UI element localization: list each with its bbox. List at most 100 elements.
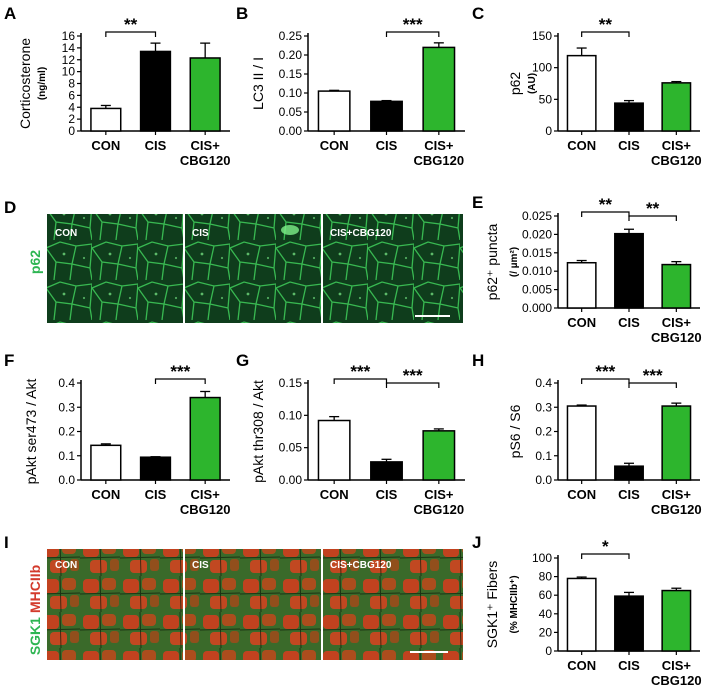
category-label: CON xyxy=(320,487,349,502)
significance-bracket xyxy=(385,382,440,388)
bar xyxy=(317,90,351,132)
y-tick-label: 0.25 xyxy=(279,29,303,43)
y-tick-label: 0 xyxy=(545,644,552,658)
significance-bracket xyxy=(385,31,440,37)
category-label-line: CON xyxy=(567,487,596,502)
y-tick-label: 0.05 xyxy=(279,441,303,455)
category-label-line: CIS xyxy=(376,487,398,502)
category-label: CIS xyxy=(618,487,640,502)
micrograph-i-label-cis: CIS xyxy=(192,560,209,571)
category-label: CON xyxy=(567,138,596,153)
panel-label-f: F xyxy=(4,351,14,370)
y-tick-label: 0.3 xyxy=(535,400,552,414)
y-tick-label: 0 xyxy=(68,124,75,138)
y-tick-label: 0.0 xyxy=(58,473,75,487)
category-label-line: CON xyxy=(567,315,596,330)
panel-label-i: I xyxy=(4,533,9,552)
category-label-line: CIS xyxy=(618,315,640,330)
significance-bracket xyxy=(581,31,630,37)
micrograph-d-label-con: CON xyxy=(55,228,77,239)
category-label: CON xyxy=(567,487,596,502)
y-tick-label: 12 xyxy=(62,53,76,67)
category-label-line: CBG120 xyxy=(180,153,231,168)
y-tick-label: 0.15 xyxy=(279,376,303,390)
significance-bracket xyxy=(581,211,630,217)
bar xyxy=(566,405,597,481)
y-axis-label: LC3 II / I xyxy=(250,57,266,110)
category-label-line: CIS+ xyxy=(191,487,221,502)
panel-label-g: G xyxy=(236,351,249,370)
significance-label: ** xyxy=(646,199,660,218)
y-axis-label: pS6 / S6 xyxy=(507,404,523,458)
significance-bracket xyxy=(333,378,388,384)
category-label-line: CIS xyxy=(145,487,167,502)
category-label-line: CBG120 xyxy=(651,153,702,168)
y-tick-label: 0 xyxy=(545,124,552,138)
bar xyxy=(566,261,597,309)
significance-label: ** xyxy=(599,15,613,34)
panel-label-a: A xyxy=(4,4,16,23)
y-tick-label: 0.1 xyxy=(58,449,75,463)
micrograph-d-label-cis: CIS xyxy=(192,228,209,239)
category-label: CIS xyxy=(145,138,167,153)
category-label: CIS+ CBG120 xyxy=(414,138,465,168)
y-tick-label: 0.00 xyxy=(279,473,303,487)
bar xyxy=(661,82,692,132)
y-tick-label: 16 xyxy=(62,29,76,43)
y-axis-label: Corticosterone xyxy=(17,38,33,129)
y-tick-label: 0.3 xyxy=(58,400,75,414)
category-label: CIS xyxy=(376,487,398,502)
category-label: CIS+ CBG120 xyxy=(651,487,702,517)
significance-label: ** xyxy=(599,195,613,214)
bar xyxy=(317,419,351,481)
category-label-line: CON xyxy=(320,138,349,153)
micrograph-d-cis xyxy=(185,214,321,323)
y-tick-label: 6 xyxy=(68,88,75,102)
category-label-line: CIS+ xyxy=(662,315,692,330)
category-label: CON xyxy=(320,138,349,153)
category-label-line: CIS xyxy=(145,138,167,153)
y-tick-label: 0.10 xyxy=(279,86,303,100)
stain-label-i: SGK1 MHCIIb xyxy=(27,565,43,655)
category-label-line: CIS+ xyxy=(662,658,692,673)
y-tick-label: 0.2 xyxy=(535,425,552,439)
stain-label-p62: p62 xyxy=(27,250,43,274)
category-label: CIS xyxy=(618,315,640,330)
micrograph-i-cbg xyxy=(323,549,463,660)
y-tick-label: 0.4 xyxy=(535,376,552,390)
y-tick-label: 0.2 xyxy=(58,425,75,439)
bar xyxy=(370,461,403,481)
significance-label: *** xyxy=(170,362,190,381)
category-label: CIS xyxy=(376,138,398,153)
bar xyxy=(614,102,644,132)
chart-h: 0.0 0.1 0.2 0.3 0.4 pS6 / S6 CON CIS CIS+ CBG120 *… xyxy=(507,362,702,517)
y-tick-label: 10 xyxy=(62,65,76,79)
chart-f: 0.0 0.1 0.2 0.3 0.4 pAkt ser473 / Akt CON CIS CI… xyxy=(23,362,230,517)
category-label: CIS+ CBG120 xyxy=(651,138,702,168)
significance-label: *** xyxy=(643,366,663,385)
category-label-line: CON xyxy=(320,487,349,502)
category-label: CIS+ CBG120 xyxy=(651,315,702,345)
panel-label-h: H xyxy=(472,351,484,370)
y-axis-label: pAkt ser473 / Akt xyxy=(23,378,39,484)
y-tick-label: 2 xyxy=(68,112,75,126)
chart-j: 0 20 40 60 80 100 SGK1⁺ Fibers (% MHCIIb⁺) CON CI… xyxy=(484,537,702,688)
y-tick-label: 0.10 xyxy=(279,408,303,422)
y-axis-unit: (% MHCIIb⁺) xyxy=(509,575,520,633)
category-label-line: CBG120 xyxy=(651,502,702,517)
y-tick-label: 0.020 xyxy=(522,227,552,241)
bar xyxy=(661,263,692,309)
category-label-line: CIS xyxy=(618,487,640,502)
significance-label: ** xyxy=(124,15,138,34)
category-label-line: CIS+ xyxy=(424,138,454,153)
category-label-line: CBG120 xyxy=(414,153,465,168)
bar xyxy=(139,456,172,481)
category-label: CON xyxy=(91,487,120,502)
bar xyxy=(614,595,644,652)
significance-label: *** xyxy=(403,15,423,34)
stain-label-mhciib: MHCIIb xyxy=(27,565,43,613)
y-tick-label: 100 xyxy=(532,551,552,565)
category-label-line: CIS+ xyxy=(662,138,692,153)
significance-bracket xyxy=(154,378,206,384)
